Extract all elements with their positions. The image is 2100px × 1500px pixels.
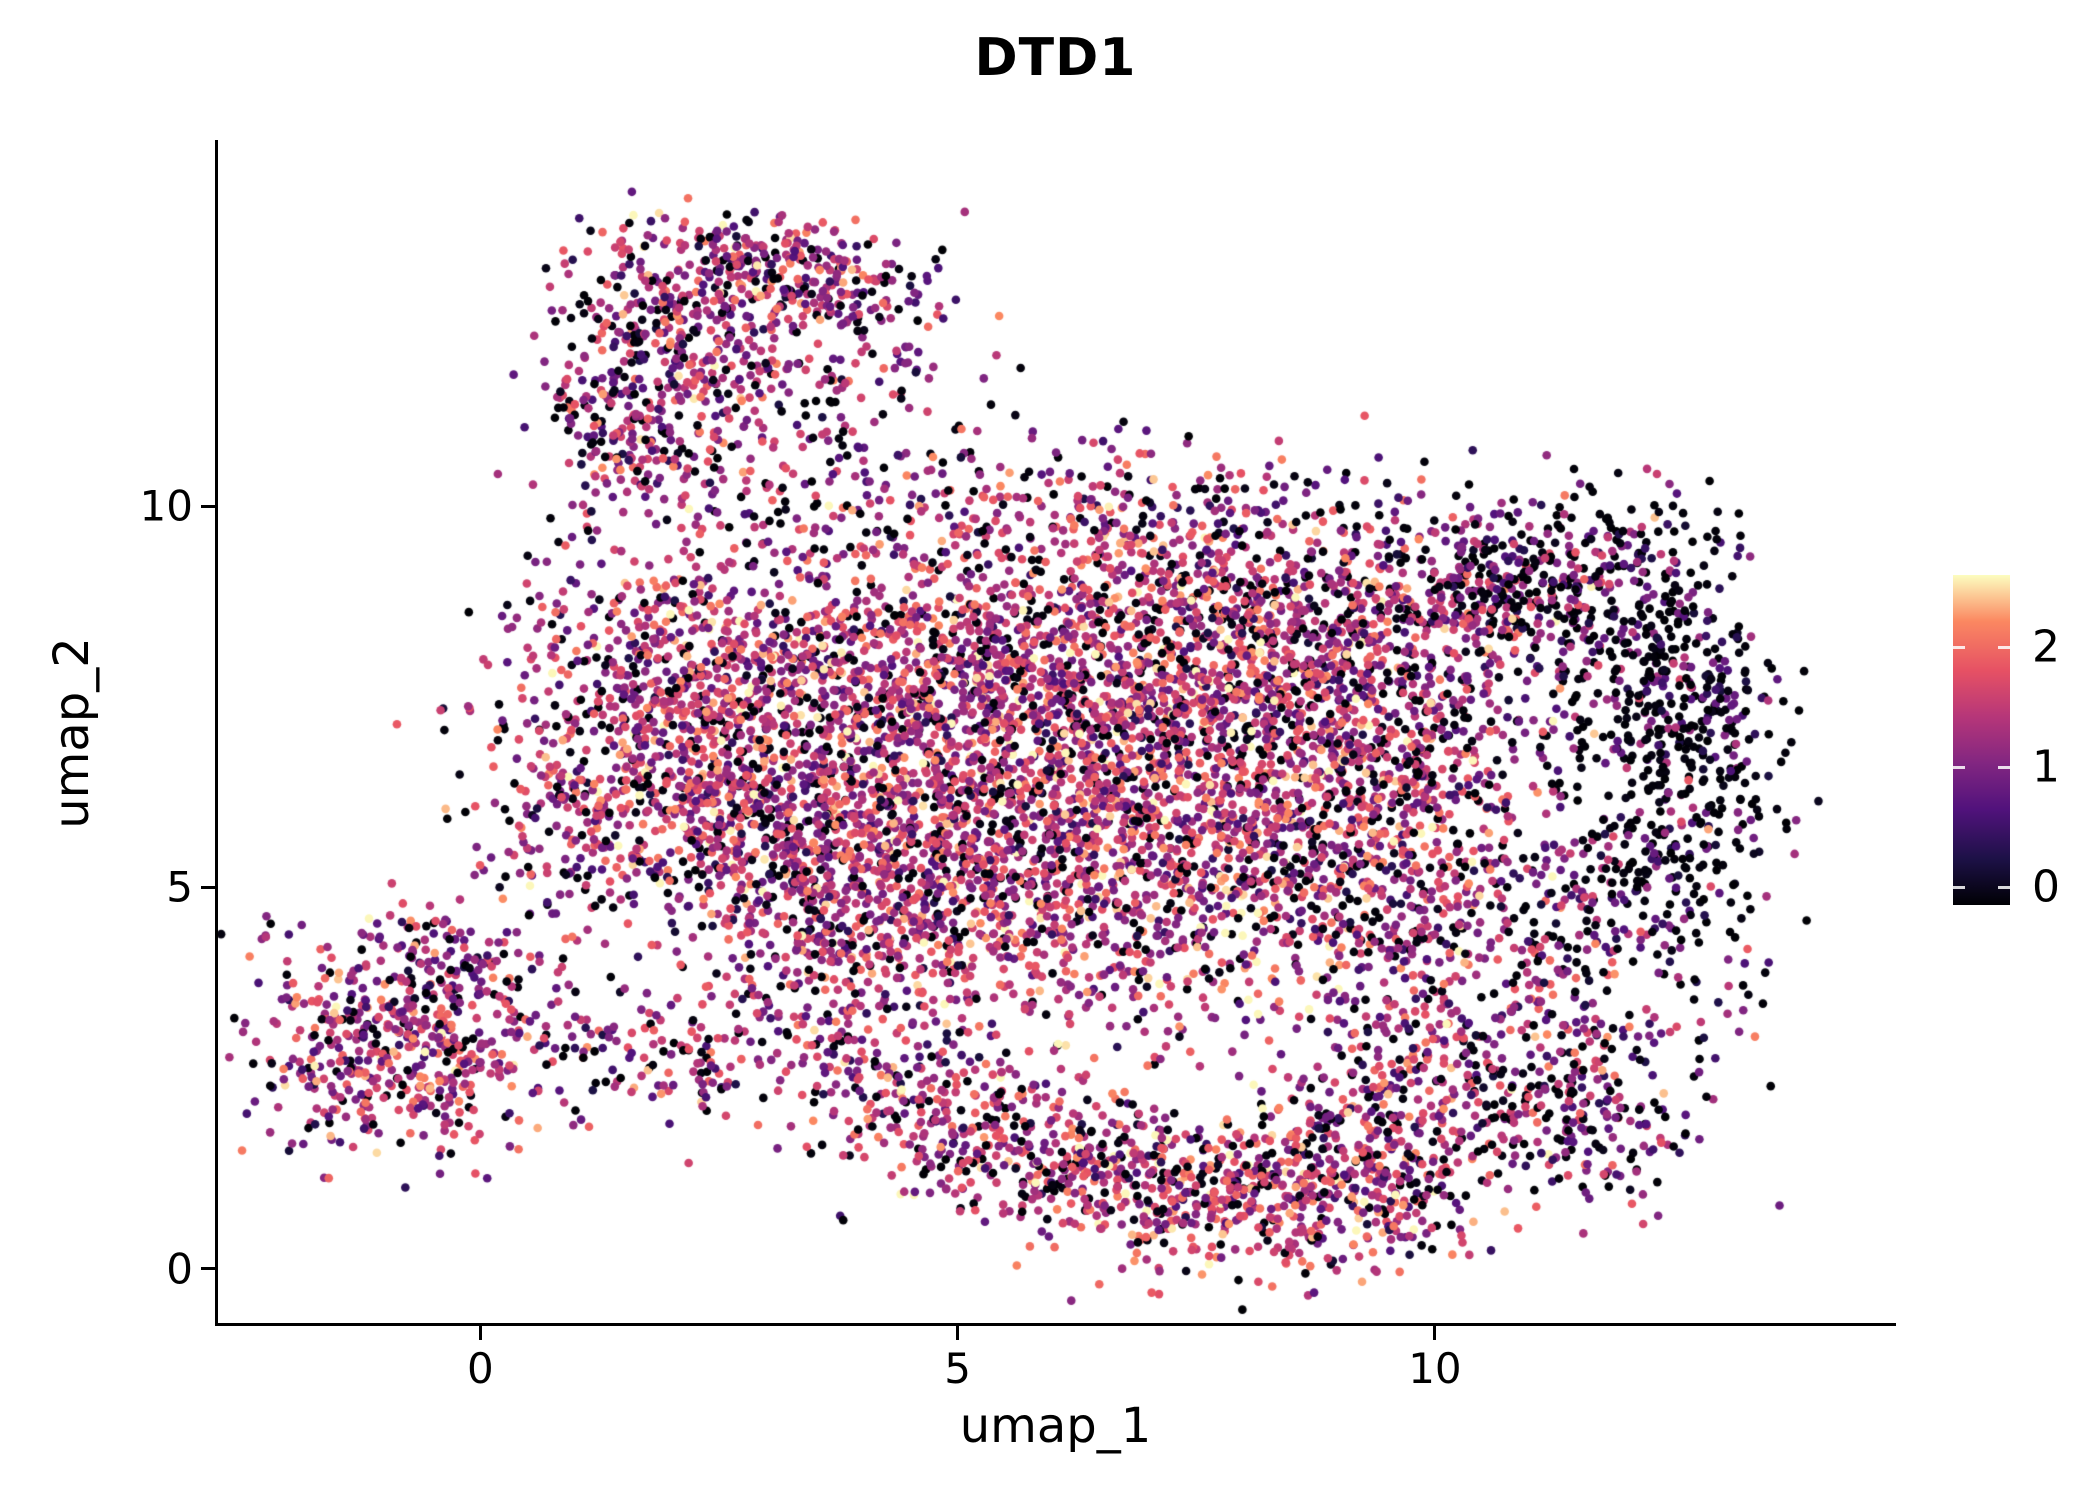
- colorbar-tick-mark: [1998, 645, 2010, 649]
- plot-title: DTD1: [974, 28, 1137, 88]
- y-tick-mark: [201, 885, 215, 889]
- y-tick-mark: [201, 504, 215, 508]
- x-tick-mark: [1433, 1326, 1437, 1340]
- x-tick-mark: [478, 1326, 482, 1340]
- colorbar-legend: [1953, 575, 2010, 905]
- colorbar-tick-label: 2: [2032, 621, 2060, 673]
- x-axis-label: umap_1: [959, 1398, 1152, 1454]
- x-tick-mark: [956, 1326, 960, 1340]
- y-tick-label: 10: [139, 481, 193, 531]
- colorbar-tick-mark: [1953, 765, 1965, 769]
- colorbar-tick-label: 1: [2032, 741, 2060, 793]
- colorbar-tick-mark: [1998, 885, 2010, 889]
- colorbar-tick-mark: [1998, 765, 2010, 769]
- x-tick-label: 0: [466, 1344, 494, 1393]
- y-tick-mark: [201, 1267, 215, 1271]
- plot-area: [215, 140, 1896, 1326]
- colorbar-tick-mark: [1953, 885, 1965, 889]
- x-tick-label: 5: [944, 1344, 972, 1393]
- colorbar-gradient: [1953, 575, 2010, 905]
- x-tick-label: 10: [1408, 1344, 1462, 1393]
- colorbar-tick-label: 0: [2032, 861, 2060, 913]
- y-axis-label: umap_2: [44, 637, 100, 829]
- colorbar-tick-mark: [1953, 645, 1965, 649]
- y-tick-label: 5: [166, 862, 193, 912]
- y-tick-label: 0: [166, 1244, 193, 1294]
